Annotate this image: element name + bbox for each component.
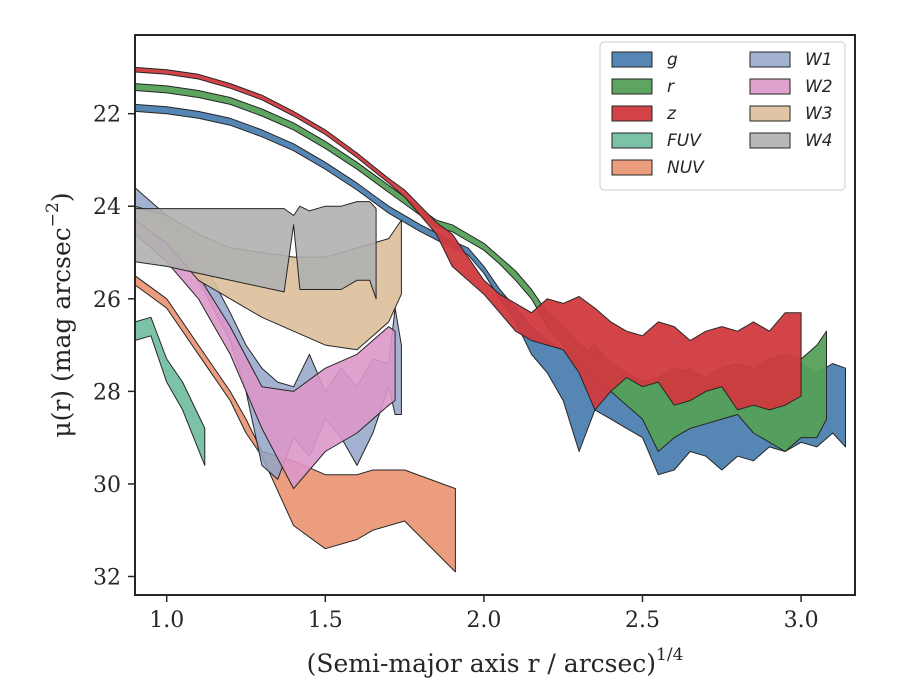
profile-bands: [135, 66, 846, 573]
legend-label: W2: [805, 77, 833, 97]
legend-label: r: [667, 77, 675, 97]
band-w2: [135, 219, 396, 490]
legend-item-fuv: FUV: [611, 131, 702, 151]
legend-swatch: [611, 159, 653, 176]
legend-label: W4: [805, 131, 833, 151]
legend-swatch: [749, 132, 791, 149]
legend-label: NUV: [667, 158, 705, 178]
legend-swatch: [611, 105, 653, 122]
y-tick-label: 24: [93, 195, 121, 220]
legend-label: g: [667, 50, 678, 70]
x-axis: 1.0 1.5 2.0 2.5 3.0: [149, 595, 819, 633]
legend-item-w3: W3: [749, 104, 833, 124]
legend-item-w2: W2: [749, 77, 833, 97]
x-tick-label: 3.0: [784, 608, 819, 633]
y-axis-label: μ(r) (mag arcsec−2): [43, 192, 76, 437]
legend-swatch: [611, 78, 653, 95]
legend-label: W3: [805, 104, 833, 124]
y-tick-label: 28: [93, 380, 121, 405]
y-axis-label-text: μ(r) (mag arcsec: [47, 227, 76, 437]
y-axis-label-exponent: −2: [43, 202, 63, 227]
legend-item-g: g: [611, 50, 678, 70]
legend-label: W1: [805, 50, 833, 70]
x-axis-label-text: (Semi-major axis r / arcsec): [307, 649, 656, 678]
legend-swatch: [749, 51, 791, 68]
legend-swatch: [611, 132, 653, 149]
legend-swatch: [749, 78, 791, 95]
legend-item-nuv: NUV: [611, 158, 705, 178]
legend-item-w4: W4: [749, 131, 833, 151]
y-axis: 22 24 26 28 30 32: [93, 103, 135, 590]
y-tick-label: 26: [93, 288, 121, 313]
legend-label: FUV: [667, 131, 702, 151]
band-fuv: [135, 316, 206, 466]
legend-item-r: r: [611, 77, 675, 97]
legend-swatch: [749, 105, 791, 122]
legend: grz FUV NUV W1 W2 W3 W4: [599, 41, 846, 191]
x-tick-label: 1.5: [308, 608, 343, 633]
y-axis-label-close: ): [47, 192, 76, 202]
band-r: [135, 83, 827, 452]
band-nuv: [135, 275, 456, 573]
plot-frame: [134, 34, 856, 596]
band-z: [135, 66, 802, 411]
legend-item-z: z: [611, 104, 677, 124]
legend-item-w1: W1: [749, 50, 833, 70]
y-tick-label: 32: [93, 565, 121, 590]
y-tick-label: 22: [93, 103, 121, 128]
legend-swatch: [611, 51, 653, 68]
y-tick-label: 30: [93, 473, 121, 498]
x-axis-label: (Semi-major axis r / arcsec)1/4: [307, 645, 684, 678]
x-axis-label-exponent: 1/4: [656, 645, 683, 665]
band-w4: [135, 201, 377, 300]
legend-label: z: [666, 104, 677, 124]
x-tick-label: 1.0: [149, 608, 184, 633]
x-tick-label: 2.0: [466, 608, 501, 633]
x-tick-label: 2.5: [625, 608, 660, 633]
